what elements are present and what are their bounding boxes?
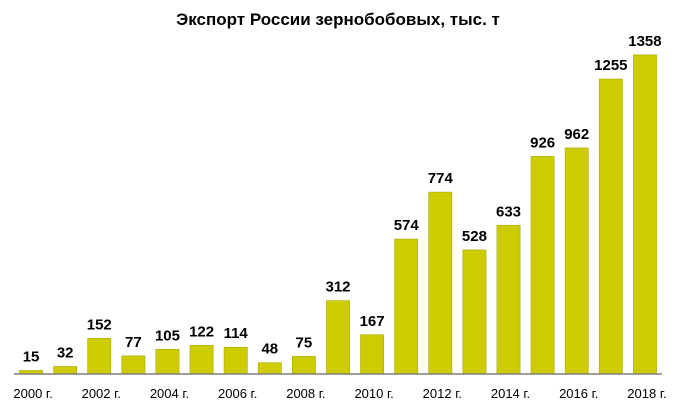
data-label: 105 [155, 327, 180, 344]
bar-2016-г [564, 147, 589, 375]
bar-2002-г [87, 337, 112, 375]
bar-2011-г [394, 238, 419, 375]
bar-2001-г [53, 366, 78, 375]
x-tick-label: 2006 г. [218, 386, 257, 401]
data-label: 48 [261, 341, 278, 358]
data-label: 167 [360, 313, 385, 330]
data-label: 962 [564, 126, 589, 143]
bar-2014-г [496, 224, 521, 375]
bar-2009-г [326, 300, 350, 375]
data-label: 1255 [594, 57, 627, 74]
x-tick-label: 2000 г. [13, 386, 52, 401]
bar-2005-г [189, 345, 214, 375]
chart-title: Экспорт России зернобобовых, тыс. т [176, 10, 500, 29]
bar-2017-г [598, 78, 623, 375]
data-label: 122 [189, 323, 214, 340]
x-tick-label: 2008 г. [286, 386, 325, 401]
data-label: 528 [462, 228, 487, 245]
x-tick-label: 2004 г. [150, 386, 189, 401]
data-label: 114 [224, 325, 249, 342]
data-labels: 15 32 152 77 105 122 114 48 75 312 167 574 774 528 633… [23, 33, 662, 366]
bar-2012-г [428, 191, 453, 375]
bar-2018-г [633, 54, 657, 375]
x-tick-label: 2016 г. [559, 386, 598, 401]
x-ticks: 2000 г. 2002 г. 2004 г. 2006 г. 2008 г. 2010 … [13, 386, 666, 401]
data-label: 15 [23, 348, 40, 365]
data-label: 926 [530, 134, 555, 151]
x-tick-label: 2010 г. [354, 386, 393, 401]
bar-2004-г [155, 349, 180, 375]
bar-2007-г [257, 362, 282, 375]
bar-2006-г [223, 346, 248, 375]
x-tick-label: 2014 г. [491, 386, 530, 401]
bar-2010-г [360, 334, 385, 375]
data-label: 1358 [628, 33, 661, 50]
data-label: 774 [428, 170, 454, 187]
data-label: 574 [394, 217, 420, 234]
data-label: 75 [296, 334, 313, 351]
x-tick-label: 2018 г. [627, 386, 666, 401]
data-label: 32 [57, 344, 74, 361]
x-tick-label: 2002 г. [82, 386, 121, 401]
data-label: 77 [125, 334, 142, 351]
bar-2013-г [462, 249, 487, 375]
bars [19, 54, 657, 375]
data-label: 312 [325, 279, 350, 296]
bar-2008-г [291, 356, 316, 375]
bar-2003-г [121, 355, 146, 375]
x-tick-label: 2012 г. [423, 386, 462, 401]
data-label: 633 [496, 203, 521, 220]
bar-2015-г [530, 156, 555, 375]
data-label: 152 [87, 316, 112, 333]
